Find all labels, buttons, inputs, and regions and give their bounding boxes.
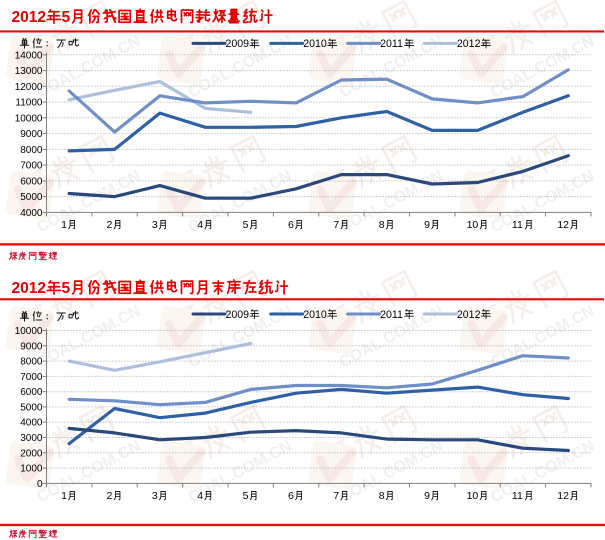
svg-text:2009: 2009 [226,38,250,50]
svg-text:6000: 6000 [20,176,43,187]
svg-text:2012: 2012 [12,9,46,26]
svg-text:10: 10 [467,490,479,502]
svg-text:9000: 9000 [20,129,43,140]
svg-text:3000: 3000 [20,433,43,444]
svg-text:2011: 2011 [380,309,403,321]
svg-text:5: 5 [243,490,249,502]
svg-text:0: 0 [37,479,43,490]
svg-text:2009: 2009 [226,309,250,321]
svg-text:5: 5 [243,219,249,231]
svg-text:1000: 1000 [20,464,43,475]
svg-text:14000: 14000 [15,50,43,61]
svg-text:2010: 2010 [303,38,327,50]
svg-text:4000: 4000 [20,418,43,429]
svg-text:2012: 2012 [457,309,481,321]
svg-text:2000: 2000 [20,448,43,459]
svg-text:3: 3 [152,490,158,502]
svg-text:11: 11 [512,219,523,231]
svg-text:5: 5 [62,9,71,26]
svg-text:10000: 10000 [15,113,43,124]
svg-text:7000: 7000 [20,161,43,172]
svg-text:2: 2 [107,219,113,231]
svg-text:11000: 11000 [15,98,43,109]
svg-text:10000: 10000 [15,326,43,337]
svg-text:1: 1 [61,219,67,231]
svg-text:5000: 5000 [20,192,43,203]
svg-text:6000: 6000 [20,387,43,398]
svg-text:13000: 13000 [15,66,43,77]
svg-text:9000: 9000 [20,341,43,352]
svg-text:2011: 2011 [380,38,403,50]
svg-text:8000: 8000 [20,145,43,156]
svg-text:7: 7 [333,490,339,502]
svg-text:5: 5 [62,280,71,297]
svg-text:8: 8 [379,490,385,502]
svg-text:3: 3 [152,219,158,231]
svg-text:12: 12 [557,490,569,502]
svg-text:8: 8 [379,219,385,231]
svg-text:10: 10 [467,219,479,231]
svg-text:12000: 12000 [15,82,43,93]
svg-text:9: 9 [424,490,430,502]
svg-text:6: 6 [288,219,294,231]
svg-text:5000: 5000 [20,402,43,413]
svg-text:7000: 7000 [20,372,43,383]
svg-text:2012: 2012 [12,280,46,297]
svg-text:4: 4 [197,219,203,231]
svg-text:2010: 2010 [303,309,327,321]
svg-text:2: 2 [107,490,113,502]
svg-text:7: 7 [333,219,339,231]
svg-text:2012: 2012 [457,38,481,50]
svg-text:9: 9 [424,219,430,231]
svg-text:1: 1 [61,490,67,502]
svg-text:11: 11 [512,490,523,502]
svg-text:6: 6 [288,490,294,502]
svg-text:4: 4 [197,490,203,502]
svg-text:8000: 8000 [20,357,43,368]
svg-text:12: 12 [557,219,569,231]
svg-text:4000: 4000 [20,208,43,219]
